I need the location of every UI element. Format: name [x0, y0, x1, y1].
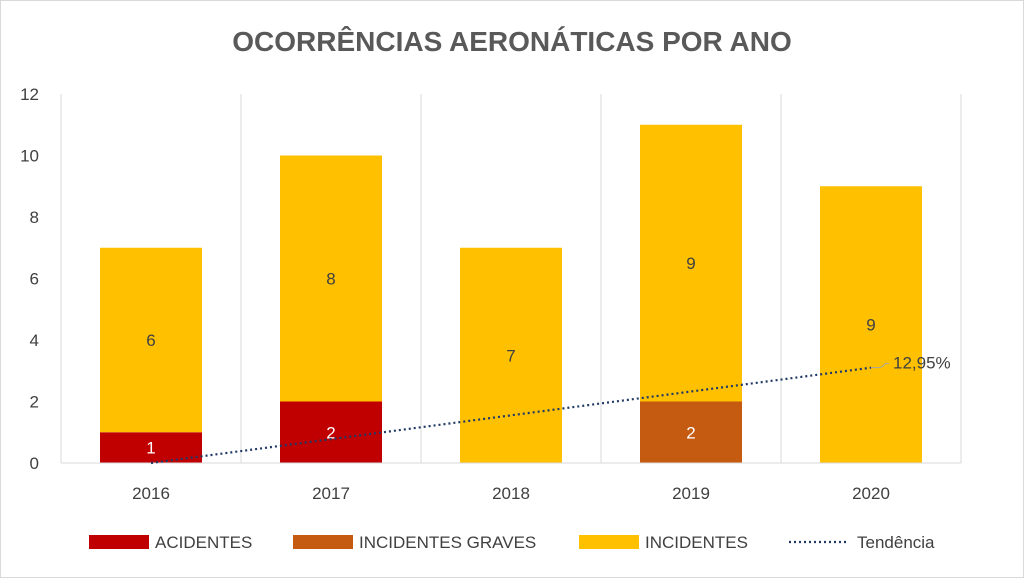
- bar-acidentes-2016: [100, 432, 202, 463]
- x-tick-label: 2018: [492, 484, 530, 503]
- bar-acidentes-2017: [280, 401, 382, 463]
- y-tick-label: 8: [30, 208, 39, 227]
- bar-incidentes-graves-2019: [640, 401, 742, 463]
- y-tick-label: 4: [30, 331, 39, 350]
- data-label: 6: [146, 331, 155, 350]
- grid-lines: [60, 94, 962, 463]
- legend: ACIDENTES INCIDENTES GRAVES INCIDENTES Tend…: [89, 533, 935, 552]
- data-labels: 1 6 2 8 7 2 9 9: [146, 254, 875, 458]
- bar-incidentes-2017: [280, 155, 382, 402]
- bars: [100, 124, 922, 463]
- data-label: 2: [686, 423, 695, 442]
- data-label: 1: [146, 439, 155, 458]
- legend-label: ACIDENTES: [155, 533, 252, 552]
- x-axis: 2016 2017 2018 2019 2020: [61, 462, 961, 503]
- x-tick-label: 2019: [672, 484, 710, 503]
- data-label: 9: [686, 254, 695, 273]
- data-label: 9: [866, 316, 875, 335]
- legend-swatch: [89, 535, 149, 549]
- x-tick-label: 2017: [312, 484, 350, 503]
- legend-swatch: [579, 535, 639, 549]
- trendline-label-leader: [871, 363, 889, 369]
- y-tick-label: 12: [20, 85, 39, 104]
- data-label: 2: [326, 423, 335, 442]
- x-tick-label: 2020: [852, 484, 890, 503]
- y-tick-label: 10: [20, 147, 39, 166]
- data-label: 7: [506, 346, 515, 365]
- trendline: 12,95%: [150, 354, 951, 465]
- x-tick-label: 2016: [132, 484, 170, 503]
- bar-incidentes-2020: [820, 186, 922, 463]
- bar-incidentes-2016: [100, 247, 202, 433]
- legend-label: Tendência: [857, 533, 935, 552]
- data-label: 8: [326, 270, 335, 289]
- bar-incidentes-2019: [640, 124, 742, 402]
- legend-label: INCIDENTES GRAVES: [359, 533, 536, 552]
- legend-swatch: [293, 535, 353, 549]
- y-tick-label: 2: [30, 393, 39, 412]
- legend-label: INCIDENTES: [645, 533, 748, 552]
- y-tick-label: 6: [30, 270, 39, 289]
- trendline-label: 12,95%: [893, 354, 951, 373]
- bar-incidentes-2018: [460, 247, 562, 463]
- y-tick-label: 0: [30, 454, 39, 473]
- trendline-line: [150, 366, 872, 465]
- y-axis: 0 2 4 6 8 10 12: [20, 85, 39, 473]
- chart-title: OCORRÊNCIAS AERONÁTICAS POR ANO: [232, 26, 792, 57]
